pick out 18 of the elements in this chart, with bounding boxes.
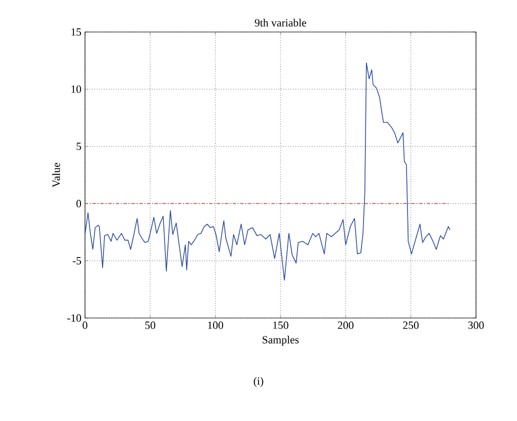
y-tick-label: 0	[76, 200, 82, 208]
y-tick-label: -10	[67, 314, 82, 322]
y-tick-label: 5	[76, 142, 82, 150]
line-series	[84, 62, 450, 281]
y-tick-label: 15	[71, 28, 82, 36]
x-tick-label: 150	[273, 322, 288, 329]
x-tick-label: 300	[468, 322, 484, 329]
y-tick-label: -5	[72, 257, 82, 264]
y-axis-title: Value	[52, 162, 60, 188]
x-tick-label: 200	[338, 322, 354, 329]
x-tick-label: 250	[403, 322, 419, 329]
x-tick-label: 100	[208, 322, 224, 329]
y-tick-label: 10	[71, 86, 82, 93]
x-axis-title: Samples	[262, 336, 299, 346]
x-tick-label: 0	[82, 322, 88, 329]
x-tick-label: 50	[145, 322, 156, 329]
chart-title: 9th variable	[254, 18, 306, 26]
text: (i)	[254, 377, 264, 387]
